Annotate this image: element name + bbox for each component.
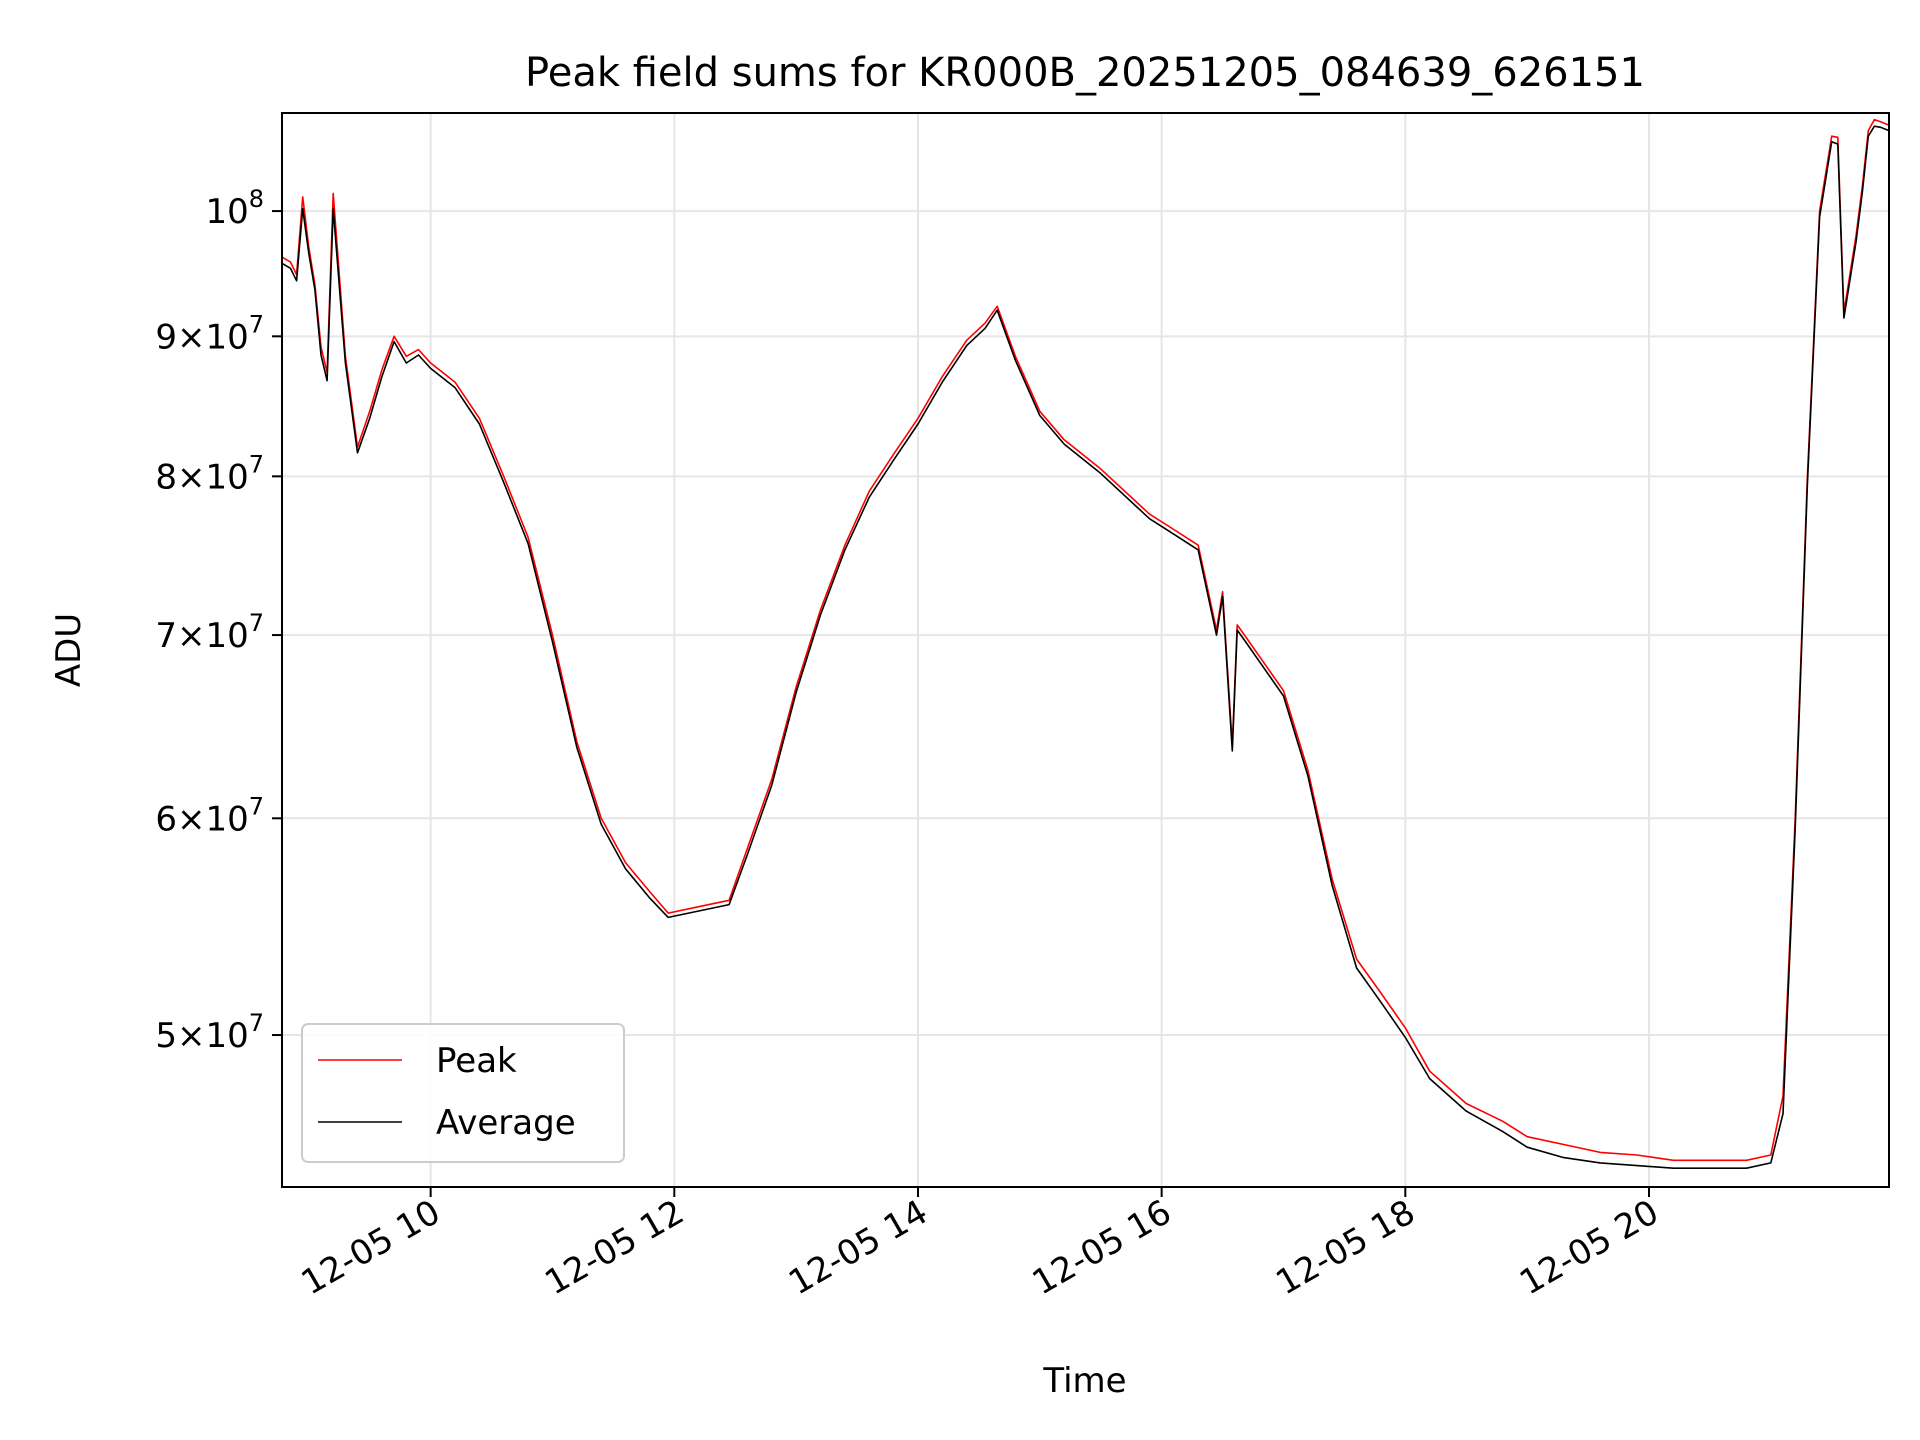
plot-area bbox=[281, 118, 1890, 1169]
y-tick-label: 6×107 bbox=[155, 792, 264, 839]
x-tick-label: 12-05 12 bbox=[538, 1192, 690, 1303]
x-axis: 12-05 10 12-05 12 12-05 14 12-05 16 12-05 18… bbox=[295, 1187, 1665, 1303]
chart-title: Peak field sums for KR000B_20251205_0846… bbox=[525, 50, 1645, 96]
x-axis-label: Time bbox=[1042, 1361, 1126, 1401]
x-tick-label: 12-05 14 bbox=[782, 1192, 934, 1303]
x-tick-label: 12-05 20 bbox=[1513, 1192, 1665, 1303]
y-tick-label: 5×107 bbox=[155, 1009, 264, 1056]
y-axis-label: ADU bbox=[49, 613, 89, 687]
x-tick-label: 12-05 10 bbox=[295, 1192, 447, 1303]
legend-label-peak: Peak bbox=[436, 1041, 517, 1081]
x-tick-label: 12-05 16 bbox=[1026, 1192, 1178, 1303]
plot-frame bbox=[281, 112, 1890, 1188]
legend-box bbox=[301, 1023, 625, 1163]
series-peak-line bbox=[281, 118, 1890, 1162]
x-tick-label: 12-05 18 bbox=[1269, 1192, 1421, 1303]
y-axis: 5×107 6×107 7×107 8×107 9×107 108 bbox=[155, 185, 282, 1056]
legend: Peak Average bbox=[301, 1023, 625, 1163]
y-tick-label: 108 bbox=[205, 185, 264, 232]
y-tick-label: 9×107 bbox=[155, 310, 264, 357]
y-tick-label: 8×107 bbox=[155, 450, 264, 497]
y-tick-label: 7×107 bbox=[155, 609, 264, 656]
legend-label-average: Average bbox=[436, 1103, 576, 1143]
series-average-line bbox=[281, 125, 1890, 1169]
